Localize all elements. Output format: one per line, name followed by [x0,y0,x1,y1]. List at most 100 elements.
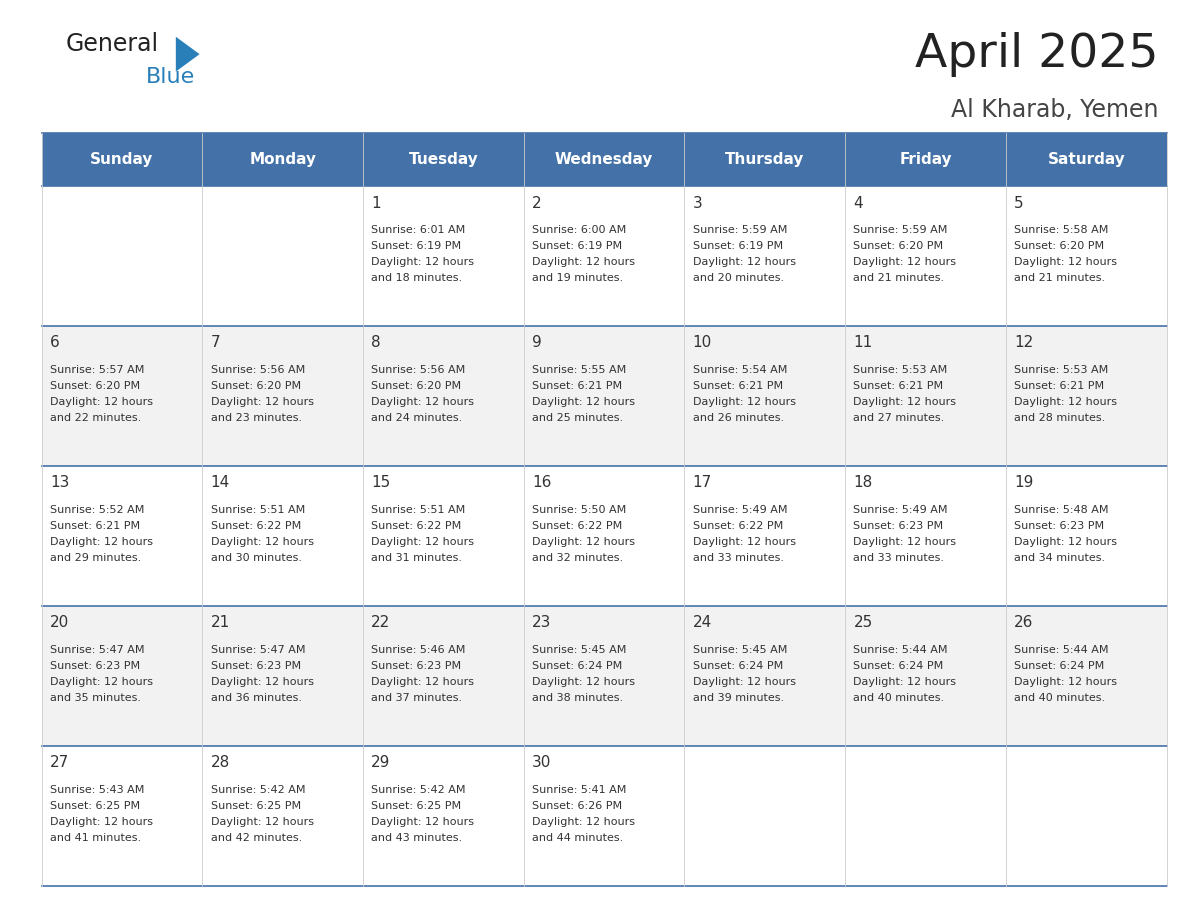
Text: Sunrise: 5:43 AM: Sunrise: 5:43 AM [50,785,144,794]
Text: Sunrise: 6:00 AM: Sunrise: 6:00 AM [532,225,626,235]
Text: Sunrise: 5:55 AM: Sunrise: 5:55 AM [532,364,626,375]
Text: 24: 24 [693,615,712,631]
Text: 16: 16 [532,476,551,490]
Text: 2: 2 [532,196,542,210]
Text: Sunset: 6:23 PM: Sunset: 6:23 PM [372,661,461,671]
Text: Sunset: 6:21 PM: Sunset: 6:21 PM [693,381,783,391]
Text: Daylight: 12 hours: Daylight: 12 hours [532,257,636,267]
Text: Sunrise: 5:46 AM: Sunrise: 5:46 AM [372,644,466,655]
Text: Sunset: 6:24 PM: Sunset: 6:24 PM [532,661,623,671]
Text: Sunrise: 5:57 AM: Sunrise: 5:57 AM [50,364,144,375]
Text: Daylight: 12 hours: Daylight: 12 hours [693,257,796,267]
Text: Sunrise: 5:56 AM: Sunrise: 5:56 AM [372,364,466,375]
Text: Sunset: 6:20 PM: Sunset: 6:20 PM [853,241,943,251]
Text: Sunset: 6:22 PM: Sunset: 6:22 PM [693,521,783,531]
Text: Sunset: 6:21 PM: Sunset: 6:21 PM [1015,381,1105,391]
Text: Sunset: 6:23 PM: Sunset: 6:23 PM [50,661,140,671]
Text: and 36 minutes.: and 36 minutes. [210,693,302,703]
Text: 12: 12 [1015,335,1034,351]
Text: Sunset: 6:24 PM: Sunset: 6:24 PM [853,661,943,671]
Text: Sunrise: 5:42 AM: Sunrise: 5:42 AM [210,785,305,794]
Text: and 21 minutes.: and 21 minutes. [853,274,944,283]
Text: Daylight: 12 hours: Daylight: 12 hours [50,397,153,407]
Text: 8: 8 [372,335,381,351]
Text: Sunset: 6:25 PM: Sunset: 6:25 PM [210,800,301,811]
Text: Daylight: 12 hours: Daylight: 12 hours [50,537,153,547]
Text: Sunrise: 5:45 AM: Sunrise: 5:45 AM [532,644,626,655]
Text: Sunrise: 5:51 AM: Sunrise: 5:51 AM [210,505,305,515]
Text: Daylight: 12 hours: Daylight: 12 hours [853,397,956,407]
Text: Sunset: 6:24 PM: Sunset: 6:24 PM [693,661,783,671]
Text: and 39 minutes.: and 39 minutes. [693,693,784,703]
Text: Sunrise: 5:44 AM: Sunrise: 5:44 AM [1015,644,1108,655]
Text: Sunset: 6:19 PM: Sunset: 6:19 PM [532,241,623,251]
Text: and 23 minutes.: and 23 minutes. [210,413,302,423]
Text: Daylight: 12 hours: Daylight: 12 hours [693,397,796,407]
Text: Sunset: 6:19 PM: Sunset: 6:19 PM [372,241,461,251]
Text: Sunrise: 5:48 AM: Sunrise: 5:48 AM [1015,505,1108,515]
Text: and 38 minutes.: and 38 minutes. [532,693,624,703]
Text: and 28 minutes.: and 28 minutes. [1015,413,1106,423]
Text: and 20 minutes.: and 20 minutes. [693,274,784,283]
Text: and 27 minutes.: and 27 minutes. [853,413,944,423]
Text: Daylight: 12 hours: Daylight: 12 hours [1015,257,1117,267]
Text: 15: 15 [372,476,391,490]
Text: and 25 minutes.: and 25 minutes. [532,413,624,423]
Text: Daylight: 12 hours: Daylight: 12 hours [1015,397,1117,407]
Text: and 40 minutes.: and 40 minutes. [1015,693,1105,703]
Text: 28: 28 [210,756,229,770]
Text: Sunrise: 5:59 AM: Sunrise: 5:59 AM [853,225,948,235]
Text: Sunset: 6:22 PM: Sunset: 6:22 PM [372,521,462,531]
Text: Daylight: 12 hours: Daylight: 12 hours [372,817,474,826]
Text: 20: 20 [50,615,69,631]
Text: Daylight: 12 hours: Daylight: 12 hours [50,817,153,826]
Text: Daylight: 12 hours: Daylight: 12 hours [372,257,474,267]
Text: Sunset: 6:20 PM: Sunset: 6:20 PM [210,381,301,391]
Text: 18: 18 [853,476,873,490]
Text: 6: 6 [50,335,59,351]
Text: 4: 4 [853,196,864,210]
Text: Sunset: 6:20 PM: Sunset: 6:20 PM [372,381,461,391]
Text: Sunrise: 5:51 AM: Sunrise: 5:51 AM [372,505,466,515]
Text: and 29 minutes.: and 29 minutes. [50,553,141,563]
Text: and 44 minutes.: and 44 minutes. [532,833,624,843]
Text: and 42 minutes.: and 42 minutes. [210,833,302,843]
Text: Sunrise: 5:56 AM: Sunrise: 5:56 AM [210,364,305,375]
Text: 14: 14 [210,476,229,490]
Text: Daylight: 12 hours: Daylight: 12 hours [853,537,956,547]
Text: 25: 25 [853,615,873,631]
Text: 7: 7 [210,335,220,351]
Text: and 26 minutes.: and 26 minutes. [693,413,784,423]
Text: Sunset: 6:20 PM: Sunset: 6:20 PM [50,381,140,391]
Text: Sunrise: 5:49 AM: Sunrise: 5:49 AM [853,505,948,515]
Text: Daylight: 12 hours: Daylight: 12 hours [853,677,956,687]
Text: 9: 9 [532,335,542,351]
Text: 10: 10 [693,335,712,351]
Text: and 33 minutes.: and 33 minutes. [853,553,944,563]
Text: Sunrise: 5:50 AM: Sunrise: 5:50 AM [532,505,626,515]
Text: Sunset: 6:24 PM: Sunset: 6:24 PM [1015,661,1105,671]
Text: Sunset: 6:21 PM: Sunset: 6:21 PM [532,381,623,391]
Text: Saturday: Saturday [1048,152,1125,167]
Text: Tuesday: Tuesday [409,152,479,167]
Text: Daylight: 12 hours: Daylight: 12 hours [1015,677,1117,687]
Text: Sunset: 6:21 PM: Sunset: 6:21 PM [50,521,140,531]
Text: Daylight: 12 hours: Daylight: 12 hours [532,817,636,826]
Text: and 33 minutes.: and 33 minutes. [693,553,784,563]
Text: Daylight: 12 hours: Daylight: 12 hours [372,397,474,407]
Text: Sunrise: 5:53 AM: Sunrise: 5:53 AM [853,364,948,375]
Text: 22: 22 [372,615,391,631]
Text: 13: 13 [50,476,69,490]
Text: and 30 minutes.: and 30 minutes. [210,553,302,563]
Text: Daylight: 12 hours: Daylight: 12 hours [210,817,314,826]
Text: Sunset: 6:21 PM: Sunset: 6:21 PM [853,381,943,391]
Text: Friday: Friday [899,152,952,167]
Text: Sunrise: 5:54 AM: Sunrise: 5:54 AM [693,364,788,375]
Text: Monday: Monday [249,152,316,167]
Text: Sunrise: 5:45 AM: Sunrise: 5:45 AM [693,644,788,655]
Text: 5: 5 [1015,196,1024,210]
Text: Sunrise: 5:59 AM: Sunrise: 5:59 AM [693,225,788,235]
Text: Daylight: 12 hours: Daylight: 12 hours [853,257,956,267]
Text: General: General [65,32,158,56]
Text: Sunset: 6:22 PM: Sunset: 6:22 PM [210,521,301,531]
